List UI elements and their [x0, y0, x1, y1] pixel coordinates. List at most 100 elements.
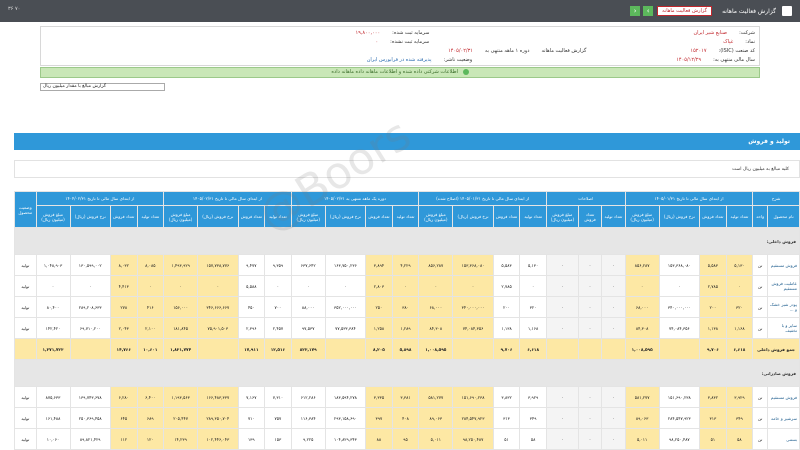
sum-cell [577, 338, 603, 360]
table-cell: ۳۹۷ [365, 407, 393, 429]
table-cell: ۶,۴۰۰ [136, 386, 165, 408]
table-cell: ۳۴۹ [519, 407, 547, 429]
table-cell: ۷۴,۰۸۴,۳۵۶ [658, 317, 701, 339]
company-info-panel: شرکت: صنایع شیر ایران سرمایه ثبت شده: ۱۹… [40, 26, 760, 66]
table-row: سایر و با تخفیف تن ۱,۱۶۸ ۱,۱۳۸ ۷۴,۰۸۴,۳۵۶ ۸۴,… [14, 317, 800, 339]
table-cell: ۰ [197, 275, 239, 297]
period-value: ۱۴۰۵/۰۲/۳۱ [448, 48, 473, 54]
table-cell: ۱۰۴,۸۲۹,۳۴۳ [324, 428, 367, 450]
table-cell: ۰ [519, 275, 547, 297]
table-cell: ۱۶۱,۴۸۸ [35, 407, 71, 429]
sum-cell: ۱,۰۰۸,۵۹۵ [624, 338, 660, 360]
table-cell: ۳۲۰ [519, 296, 547, 318]
table-cell: ۲۹۳,۱۵۸,۶۹۰ [324, 407, 367, 429]
table-cell: ۱۱۲ [109, 428, 138, 450]
table-cell: ۴۱۶ [136, 296, 165, 318]
product-status: تولید [14, 254, 37, 276]
table-cell: ۵,۱۳۰ [519, 254, 547, 276]
table-cell: ۰ [452, 275, 494, 297]
table-cell: ۶۱۲,۲۸۶ [290, 386, 326, 408]
page-title: گزارش فعالیت ماهانه [722, 7, 776, 15]
product-status: تولید [14, 428, 37, 450]
status-value[interactable]: پذیرفته شده در فرابورس ایران [366, 57, 432, 63]
table-cell: ۳,۹۲۹ [725, 386, 754, 408]
currency-note: کلیه مبالغ به میلیون ریال است [14, 160, 800, 178]
table-cell: ۲,۱۰۰ [136, 317, 165, 339]
table-cell: ۰ [545, 275, 579, 297]
table-cell: ۱,۱۶۸ [725, 317, 754, 339]
table-cell: ۰ [545, 317, 579, 339]
table-cell: ۹,۲۲۵ [290, 428, 326, 450]
table-cell: ۰ [264, 275, 292, 297]
sum-cell: ۹,۷۰۶ [492, 338, 521, 360]
table-cell: ۴۰۸ [391, 407, 420, 429]
table-cell: ۸۴,۳۰۸ [624, 317, 660, 339]
table-row: فروش مستقیم تن ۳,۹۲۹ ۳,۸۳۲ ۱۵۱,۶۹۰,۲۳۸ ۵۸۱,۲۷… [14, 386, 800, 408]
table-row: سرشیر و خامه تن ۳۴۹ ۳۱۳ ۲۸۴,۵۴۷,۹۲۳ ۸۹,۰۶۳ ۰ ۰ ۰… [14, 407, 800, 429]
sum-cell [324, 338, 367, 360]
table-cell: ۱۵۶,۰۰۰ [163, 296, 199, 318]
table-row: پودر شیر خشک و ... تن ۳۲۰ ۲۰۰ ۳۴۰,۰۰۰,۰۰۰ ۶۸,… [14, 296, 800, 318]
table-cell: ۱۰,۰۶۰ [35, 428, 71, 450]
table-cell: ۲,۷۸۵ [699, 275, 727, 297]
sub-header: تعداد فروش [577, 205, 603, 228]
table-cell: ۰ [601, 386, 626, 408]
sum-cell: ۵,۸۹۸ [391, 338, 420, 360]
table-cell: ۴,۲۲۹ [391, 254, 420, 276]
table-cell: ۰ [391, 275, 420, 297]
table-cell: ۲۵۰,۳۶۹,۴۵۸ [69, 407, 111, 429]
table-cell: ۰ [601, 254, 626, 276]
table-cell: ۸۰,۴۰۰ [35, 296, 71, 318]
prev-arrow-icon[interactable]: ‹ [630, 6, 641, 16]
table-cell: ۸,۰۳۲ [109, 254, 138, 276]
table-cell: ۰ [290, 275, 326, 297]
report-select[interactable]: گزارش مبالغ با مقدار میلیون ریال [40, 83, 165, 91]
next-arrow-icon[interactable]: › [643, 6, 654, 16]
sub-header: تعداد فروش [237, 205, 266, 228]
table-cell: ۹,۳۵۹ [264, 254, 292, 276]
table-cell: ۳۴۹ [725, 407, 754, 429]
sum-cell [658, 338, 701, 360]
sub-header: تعداد فروش [109, 205, 138, 228]
product-status: تولید [14, 407, 37, 429]
sub-header: مبلغ فروش (میلیون ریال) [35, 205, 71, 228]
table-cell: ۵۸۱,۲۷۷ [624, 386, 660, 408]
table-cell: ۰ [577, 254, 603, 276]
table-cell: ۰ [577, 386, 603, 408]
info-alert: اطلاعات شرکتی داده شده و اطلاعات ماهانه … [40, 67, 760, 78]
table-cell: ۳,۸۳۲ [699, 386, 727, 408]
table-cell: ۱,۱۳۸ [699, 317, 727, 339]
table-cell: ۵۱ [492, 428, 521, 450]
table-cell: ۱۵۱,۶۹۰,۲۳۸ [658, 386, 701, 408]
table-cell: ۶۸,۰۰۰ [418, 296, 454, 318]
left-tools-text: ۷۰ ۳۶ [8, 6, 21, 12]
code-value: ۱۵۲۰۱۷ [690, 48, 707, 54]
sub-header: مبلغ فروش (میلیون ریال) [290, 205, 326, 228]
table-cell: ۰ [324, 275, 367, 297]
table-cell: ۸۹,۸۲۱,۴۲۹ [69, 428, 111, 450]
product-status: تولید [14, 386, 37, 408]
table-cell: ۲,۴۵۷ [264, 317, 292, 339]
table-cell: ۲,۳۹۶ [237, 317, 266, 339]
production-sales-table-wrap: شرح از ابتدای سال مالی تا تاریخ ۱۴۰۵/۰۱/… [14, 191, 800, 450]
sum-cell: ۱۰,۶۰۱ [136, 338, 165, 360]
table-cell: ۲۸۹,۲۰۸,۶۳۳ [69, 296, 111, 318]
sum-cell: ۹,۷۰۶ [699, 338, 727, 360]
table-cell: ۱۳۹ [237, 428, 266, 450]
table-cell: ۳۵۲,۰۰۰,۰۰۰ [324, 296, 367, 318]
table-cell: ۹۷,۵۳۷ [290, 317, 326, 339]
report-badge[interactable]: گزارش فعالیت ماهانه [657, 6, 713, 16]
table-cell: ۱۴۲,۴۲۰ [35, 317, 71, 339]
table-cell: ۹,۴۷۷ [237, 254, 266, 276]
product-unit: تن [752, 317, 769, 339]
product-unit: تن [752, 296, 769, 318]
table-cell: ۰ [35, 275, 71, 297]
top-bar: گزارش فعالیت ماهانه گزارش فعالیت ماهانه … [0, 0, 800, 22]
table-cell: ۸۷۵,۶۳۳ [35, 386, 71, 408]
sum-cell [601, 338, 626, 360]
table-cell: ۵۱ [699, 428, 727, 450]
table-row: عاملیت فروش مستقیم تن ۰ ۲,۷۸۵ ۰ ۰ ۰ ۰ ۰ ۰ ۲,۷۸۵ ۰ ۰ ۰… [14, 275, 800, 297]
table-cell: ۵,۱۳۰ [725, 254, 754, 276]
table-cell: ۵,۵۸۳ [492, 254, 521, 276]
group-header-ytd-adjusted: از ابتدای سال مالی تا تاریخ ۱۴۰۵/۰۱/۳۱ (… [418, 191, 547, 206]
